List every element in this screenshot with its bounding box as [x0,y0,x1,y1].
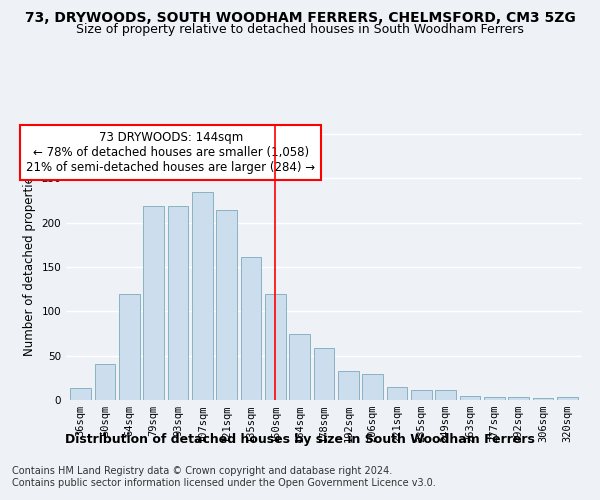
Bar [95,364,115,400]
Bar [386,386,407,400]
Bar [167,206,188,400]
Bar [289,334,310,400]
Bar [533,398,553,400]
Bar [362,374,383,400]
Text: 73, DRYWOODS, SOUTH WOODHAM FERRERS, CHELMSFORD, CM3 5ZG: 73, DRYWOODS, SOUTH WOODHAM FERRERS, CHE… [25,12,575,26]
Bar [192,192,212,400]
Text: 73 DRYWOODS: 144sqm
← 78% of detached houses are smaller (1,058)
21% of semi-det: 73 DRYWOODS: 144sqm ← 78% of detached ho… [26,131,315,174]
Bar [411,390,432,400]
Bar [241,257,262,400]
Bar [143,206,164,400]
Bar [265,294,286,400]
Bar [216,210,237,400]
Bar [119,294,140,400]
Text: Size of property relative to detached houses in South Woodham Ferrers: Size of property relative to detached ho… [76,22,524,36]
Bar [484,398,505,400]
Bar [338,370,359,400]
Bar [70,388,91,400]
Bar [436,390,456,400]
Bar [460,396,481,400]
Bar [557,398,578,400]
Bar [508,398,529,400]
Text: Distribution of detached houses by size in South Woodham Ferrers: Distribution of detached houses by size … [65,432,535,446]
Bar [314,348,334,400]
Y-axis label: Number of detached properties: Number of detached properties [23,170,36,356]
Text: Contains HM Land Registry data © Crown copyright and database right 2024.
Contai: Contains HM Land Registry data © Crown c… [12,466,436,487]
